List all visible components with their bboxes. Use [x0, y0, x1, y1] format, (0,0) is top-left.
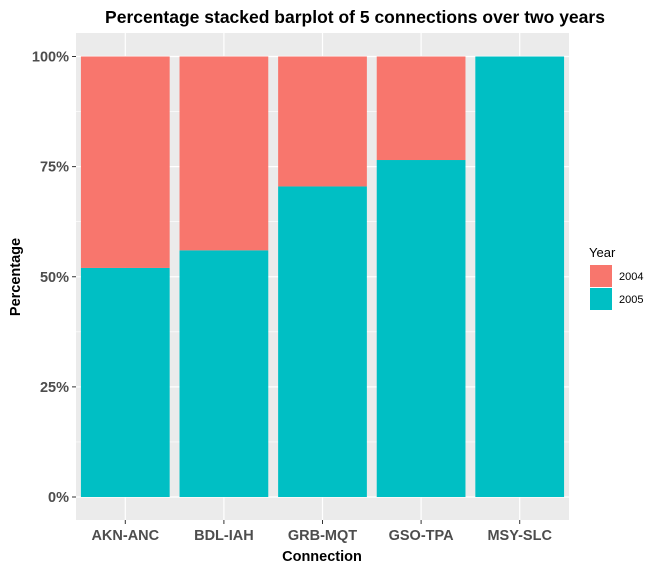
x-axis: AKN-ANC BDL-IAH GRB-MQT GSO-TPA MSY-SLC — [91, 520, 552, 544]
bar-segment-2004 — [80, 56, 170, 268]
bars — [80, 56, 565, 497]
y-tick-label: 75% — [40, 160, 69, 176]
x-tick-label: BDL-IAH — [194, 528, 254, 544]
y-tick-label: 50% — [40, 270, 69, 286]
bar-segment-2005 — [376, 160, 466, 497]
y-tick-label: 25% — [40, 380, 69, 396]
x-tick-label: AKN-ANC — [91, 528, 159, 544]
chart-title: Percentage stacked barplot of 5 connecti… — [105, 7, 605, 27]
legend-label: 2005 — [619, 294, 643, 306]
x-tick-label: MSY-SLC — [487, 528, 552, 544]
legend-title: Year — [589, 245, 616, 260]
bar-segment-2005 — [278, 186, 367, 497]
y-axis: 0% 25% 50% 75% 100% — [32, 50, 76, 506]
y-axis-title: Percentage — [8, 238, 24, 316]
y-tick-label: 0% — [48, 490, 69, 506]
x-axis-title: Connection — [282, 549, 362, 565]
y-tick-label: 100% — [32, 50, 69, 66]
legend-key-2004 — [590, 265, 612, 287]
legend: Year 2004 2005 — [589, 245, 643, 310]
bar-segment-2004 — [278, 56, 367, 187]
bar-segment-2005 — [80, 267, 170, 497]
bar-segment-2005 — [179, 250, 269, 497]
x-tick-label: GRB-MQT — [288, 528, 357, 544]
legend-key-2005 — [590, 288, 612, 310]
legend-entries: 2004 2005 — [590, 265, 643, 310]
bar-segment-2004 — [376, 56, 466, 161]
legend-label: 2004 — [619, 271, 643, 283]
bar-segment-2005 — [475, 56, 565, 497]
bar-segment-2004 — [179, 56, 269, 251]
x-tick-label: GSO-TPA — [389, 528, 455, 544]
